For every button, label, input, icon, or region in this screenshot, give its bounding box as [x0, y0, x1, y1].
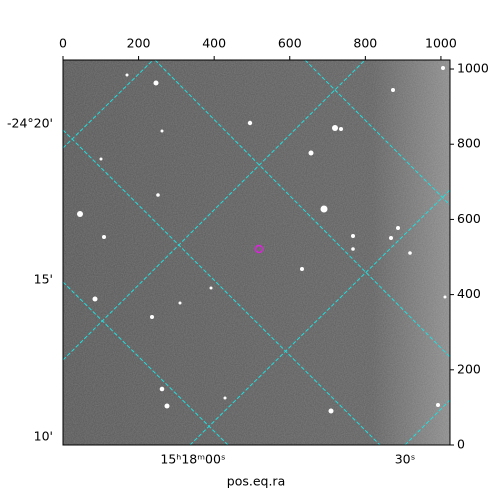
y-tick-label: 1000 — [457, 61, 489, 76]
x-tick-label: 400 — [202, 36, 226, 51]
x-tick-label: 800 — [353, 36, 377, 51]
y-tick-label: 800 — [457, 136, 481, 151]
x-tick-label: 0 — [59, 36, 67, 51]
ra-tick-label: 15ʰ18ᵐ00ˢ — [160, 452, 225, 467]
grid-line — [404, 399, 450, 445]
image — [63, 60, 450, 445]
grid-line — [63, 60, 366, 361]
y-tick-label: 0 — [457, 437, 465, 452]
stars — [77, 66, 447, 414]
y-tick-label: 600 — [457, 211, 481, 226]
grid-line — [189, 189, 450, 445]
ra-tick-label: 30ˢ — [395, 452, 416, 467]
x-tick-label: 200 — [127, 36, 151, 51]
grid-line — [63, 281, 229, 445]
x-axis-label: pos.eq.ra — [227, 474, 285, 489]
axes-frame — [62, 59, 451, 446]
y-tick-label: 400 — [457, 286, 481, 301]
grid-line — [63, 129, 381, 445]
grid-line — [154, 60, 450, 358]
grid-line — [63, 60, 154, 149]
dec-tick-label: 10' — [34, 429, 53, 444]
y-tick-label: 200 — [457, 361, 481, 376]
dec-tick-label: 15' — [34, 272, 53, 287]
x-tick-label: 1000 — [425, 36, 457, 51]
dec-tick-label: -24°20' — [7, 116, 53, 131]
grid-line — [304, 60, 450, 206]
x-tick-label: 600 — [278, 36, 302, 51]
marker-circle — [254, 244, 264, 254]
